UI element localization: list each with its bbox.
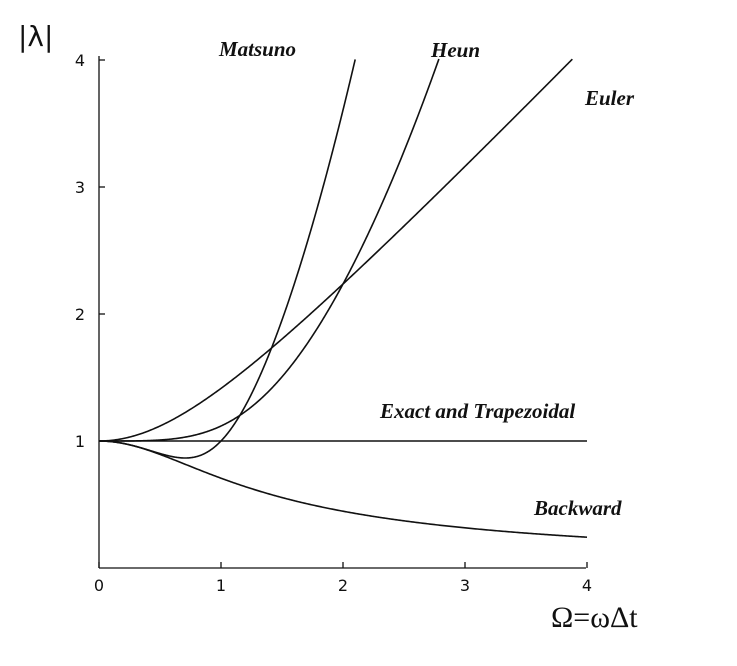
y-tick-label: 3	[75, 178, 85, 197]
x-axis-label: Ω=ωΔt	[551, 601, 638, 634]
y-axis-label: |λ|	[18, 20, 53, 53]
x-tick-label: 4	[582, 576, 592, 595]
series-line-matsuno	[99, 59, 356, 459]
x-tick-label: 1	[216, 576, 226, 595]
x-tick-label: 0	[94, 576, 104, 595]
series-line-euler	[98, 58, 573, 442]
series-label-euler: Euler	[584, 86, 635, 110]
series-label-matsuno: Matsuno	[218, 37, 296, 61]
series-label-backward: Backward	[533, 496, 622, 520]
series-line-heun	[99, 58, 440, 442]
series-label-exact-trapezoidal: Exact and Trapezoidal	[379, 399, 575, 423]
x-tick-label: 2	[338, 576, 348, 595]
curves	[98, 58, 588, 538]
y-tick-label: 1	[75, 432, 85, 451]
y-tick-label: 4	[75, 51, 85, 70]
x-tick-label: 3	[460, 576, 470, 595]
x-ticks: 0 1 2 3 4	[94, 562, 592, 595]
y-ticks: 1 2 3 4	[75, 51, 105, 451]
series-line-backward	[98, 440, 588, 538]
series-label-heun: Heun	[430, 38, 480, 62]
y-tick-label: 2	[75, 305, 85, 324]
